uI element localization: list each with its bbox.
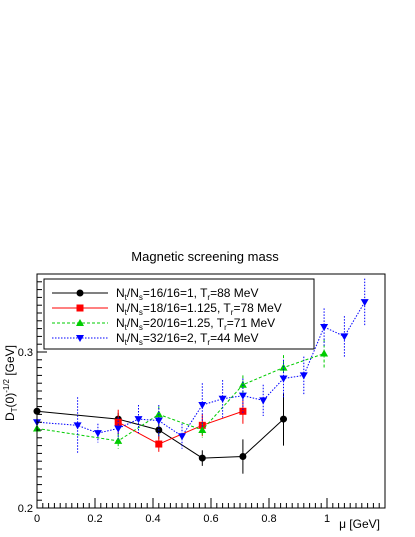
legend-label-part: =44 MeV <box>210 331 258 345</box>
legend-label-part: /N <box>127 331 139 345</box>
legend-label-part: r <box>231 308 234 317</box>
legend-label-part: N <box>116 286 125 300</box>
legend-label-part: t <box>125 293 128 302</box>
legend-label-part: =18/16=1.125, T <box>143 301 232 315</box>
legend-label: Nt/Ns=32/16=2, Tr=44 MeV <box>116 331 258 347</box>
legend-label-part: s <box>139 338 143 347</box>
data-point <box>238 380 247 388</box>
y-axis-title-exp: -1/2 <box>2 378 11 392</box>
data-point <box>360 299 369 307</box>
legend-label-part: N <box>116 301 125 315</box>
x-tick-label: 0 <box>34 513 40 525</box>
data-point <box>299 372 308 380</box>
data-point <box>279 375 288 383</box>
legend-label-part: s <box>139 308 143 317</box>
data-point <box>178 433 186 441</box>
legend-label-part: r <box>207 338 210 347</box>
data-point <box>239 407 247 415</box>
x-tick-label: 0.2 <box>87 513 102 525</box>
legend-label: Nt/Ns=18/16=1.125, Tr=78 MeV <box>116 301 282 317</box>
y-axis-title: DT(0)-1/2 [GeV] <box>2 345 19 421</box>
legend-label-part: =88 MeV <box>210 286 258 300</box>
data-point <box>259 397 268 405</box>
legend-label-part: =20/16=1.25, T <box>143 316 225 330</box>
series-line <box>36 410 284 459</box>
y-tick-label: 0.3 <box>18 347 33 359</box>
legend-label-part: =78 MeV <box>233 301 281 315</box>
data-point <box>320 324 329 332</box>
x-tick-label: 0.8 <box>261 513 276 525</box>
legend-label-part: =16/16=1, T <box>143 286 208 300</box>
legend-label-part: =71 MeV <box>227 316 275 330</box>
data-point <box>155 440 163 448</box>
data-point <box>198 426 207 433</box>
x-axis-title: μ [GeV] <box>339 517 380 531</box>
data-point <box>218 395 227 403</box>
x-tick-label: 1 <box>324 513 330 525</box>
axes: 0 0.2 0.4 0.6 0.8 10.20.3 <box>18 273 386 525</box>
legend-label-part: /N <box>127 286 139 300</box>
data-point <box>154 417 163 425</box>
legend-label-part: =32/16=2, T <box>143 331 208 345</box>
legend-label: Nt/Ns=16/16=1, Tr=88 MeV <box>116 286 258 302</box>
legend-label: Nt/Ns=20/16=1.25, Tr=71 MeV <box>116 316 275 332</box>
legend-marker <box>76 304 84 312</box>
y-axis-title-arg: (0) <box>3 393 17 408</box>
legend-label-part: s <box>139 323 143 332</box>
legend-label-part: /N <box>127 316 139 330</box>
legend-label-part: N <box>116 316 125 330</box>
legend-label-part: t <box>125 323 128 332</box>
legend-label-part: t <box>125 338 128 347</box>
legend-marker <box>76 319 84 326</box>
x-tick-label: 0.6 <box>203 513 218 525</box>
legend-entry: Nt/Ns=32/16=2, Tr=44 MeV <box>52 331 258 347</box>
data-point <box>198 402 207 410</box>
legend: Nt/Ns=16/16=1, Tr=88 MeVNt/Ns=18/16=1.12… <box>43 278 315 350</box>
legend-marker <box>76 289 84 297</box>
data-point <box>320 349 329 357</box>
legend-label-part: r <box>224 323 227 332</box>
legend-marker <box>76 335 84 342</box>
data-point <box>340 333 349 341</box>
data-point <box>114 436 123 444</box>
legend-label-part: s <box>139 293 143 302</box>
data-point <box>134 416 143 424</box>
data-point <box>73 422 82 430</box>
legend-label-part: t <box>125 308 128 317</box>
series-line <box>36 353 325 442</box>
data-point <box>114 425 123 433</box>
legend-label-part: r <box>207 293 210 302</box>
series-1 <box>33 392 287 474</box>
legend-entry: Nt/Ns=16/16=1, Tr=88 MeV <box>52 286 258 302</box>
data-point <box>198 454 206 462</box>
data-point <box>114 418 122 426</box>
y-axis-title-sub: T <box>10 407 19 412</box>
series-line <box>36 301 366 437</box>
y-axis-title-unit: [GeV] <box>3 345 17 379</box>
legend-box <box>43 278 315 350</box>
y-tick-label: 0.2 <box>18 503 33 515</box>
legend-label-part: N <box>116 331 125 345</box>
data-point <box>280 415 287 423</box>
data-point <box>238 392 247 400</box>
legend-entry: Nt/Ns=18/16=1.125, Tr=78 MeV <box>52 301 282 317</box>
data-point <box>93 430 102 438</box>
legend-label-part: /N <box>127 301 139 315</box>
chart-title: Magnetic screening mass <box>131 249 279 264</box>
y-axis-title-main: D <box>3 412 17 421</box>
data-point <box>239 453 247 461</box>
x-tick-label: 0.4 <box>145 513 160 525</box>
data-point <box>154 410 163 418</box>
legend-entry: Nt/Ns=20/16=1.25, Tr=71 MeV <box>52 316 275 332</box>
plot-area <box>33 278 369 474</box>
